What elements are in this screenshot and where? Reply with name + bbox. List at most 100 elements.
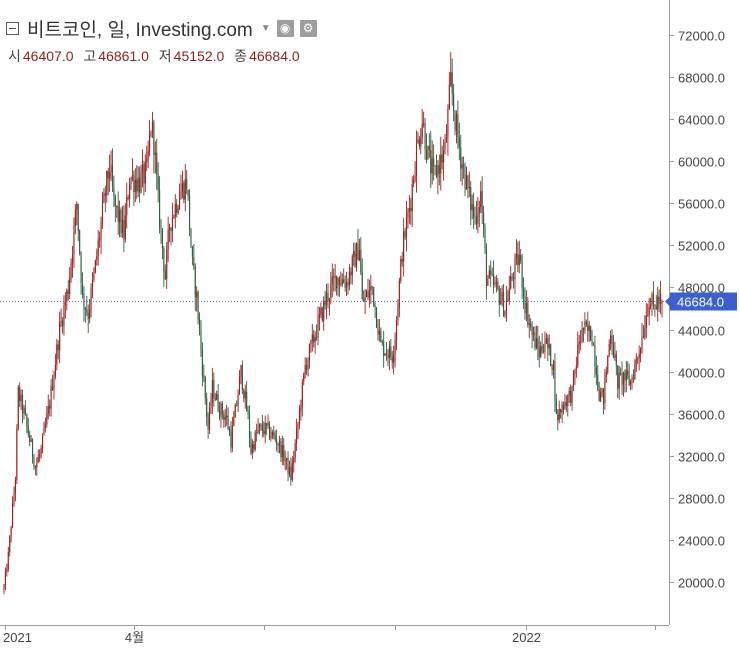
candle-body <box>171 217 173 232</box>
candle-body <box>575 365 577 370</box>
candle-body <box>96 256 98 261</box>
candle-body <box>291 463 293 480</box>
chevron-down-icon[interactable]: ▼ <box>260 22 271 34</box>
candle-body <box>424 123 426 151</box>
candle-body <box>454 110 456 131</box>
candle-body <box>177 208 179 213</box>
candle-body <box>243 389 245 399</box>
candle-body <box>46 413 48 425</box>
candle-body <box>150 131 152 135</box>
candle-body <box>531 326 533 336</box>
candle-body <box>303 373 305 382</box>
candle-body <box>251 444 253 454</box>
candle-body <box>247 410 249 415</box>
candle-body <box>276 439 278 444</box>
candle-body <box>485 249 488 287</box>
candle-body <box>196 291 198 298</box>
y-tick-label: 28000.0 <box>678 492 725 507</box>
candle-body <box>587 324 589 332</box>
candle-body <box>351 256 353 276</box>
candle-body <box>497 282 499 289</box>
candle-body <box>258 424 261 428</box>
candle-body <box>107 170 109 179</box>
candle-body <box>535 338 537 349</box>
candle-body <box>514 258 516 280</box>
candle-body <box>428 145 430 151</box>
candle-body <box>387 354 389 358</box>
candle-body <box>29 435 31 442</box>
candle-body <box>383 341 385 356</box>
candle-body <box>21 394 24 414</box>
candle-body <box>427 145 429 160</box>
candle-body <box>544 343 546 352</box>
candle-body <box>288 467 291 474</box>
gear-icon[interactable]: ⚙ <box>299 19 317 37</box>
candle-body <box>123 220 125 240</box>
candle-body <box>236 404 238 406</box>
candle-body <box>413 180 415 185</box>
candle-body <box>634 364 636 380</box>
candle-body <box>337 277 339 289</box>
candle-body <box>103 193 105 203</box>
candle-body <box>296 428 298 444</box>
candle-body <box>19 386 21 402</box>
candle-body <box>233 417 235 426</box>
candle-body <box>458 136 460 148</box>
candle-body <box>180 191 182 199</box>
candle-body <box>250 437 252 454</box>
candle-body <box>651 294 653 305</box>
candle-body <box>470 186 472 211</box>
candle-body <box>163 248 165 272</box>
candle-body <box>164 271 166 280</box>
candle-body <box>568 390 570 396</box>
candle-body <box>166 249 168 280</box>
candle-body <box>151 121 154 132</box>
candle-body <box>638 353 640 358</box>
candle-body <box>218 410 221 417</box>
candle-body <box>261 424 263 431</box>
eye-icon[interactable]: ◉ <box>276 19 294 37</box>
candle-body <box>354 251 356 268</box>
candle-body <box>657 296 659 310</box>
candle-body <box>89 309 91 320</box>
candle-body <box>611 335 613 347</box>
candle-body <box>371 286 373 288</box>
candle-body <box>445 136 448 142</box>
candle-body <box>395 320 398 340</box>
candle-body <box>545 337 547 344</box>
candle-body <box>455 114 458 131</box>
close-label: 종 <box>234 48 248 64</box>
candle-body <box>548 344 550 349</box>
collapse-icon[interactable] <box>6 21 19 35</box>
candle-body <box>208 407 211 430</box>
candle-body <box>457 114 459 137</box>
candle-body <box>260 424 262 426</box>
candle-body <box>498 288 500 305</box>
candle-body <box>652 294 655 305</box>
candle-body <box>467 175 469 189</box>
candle-body <box>40 447 42 454</box>
candle-body <box>495 282 498 284</box>
candle-body <box>139 177 141 193</box>
candle-body <box>194 266 196 298</box>
candle-body <box>367 291 369 298</box>
candle-body <box>552 361 555 371</box>
candle-body <box>334 275 336 278</box>
candle-body <box>9 536 11 553</box>
candle-body <box>74 209 76 227</box>
candle-body <box>574 369 576 374</box>
candle-body <box>578 341 580 345</box>
candle-body <box>370 286 372 291</box>
candle-body <box>425 150 428 160</box>
candle-body <box>414 175 416 181</box>
low-value: 45152.0 <box>173 48 225 64</box>
candle-body <box>581 327 583 341</box>
candle-body <box>447 108 449 137</box>
candle-body <box>33 456 35 468</box>
candle-body <box>400 259 402 281</box>
candle-body <box>266 422 268 426</box>
candle-body <box>475 216 478 224</box>
candle-body <box>221 403 223 415</box>
candle-body <box>343 279 345 284</box>
